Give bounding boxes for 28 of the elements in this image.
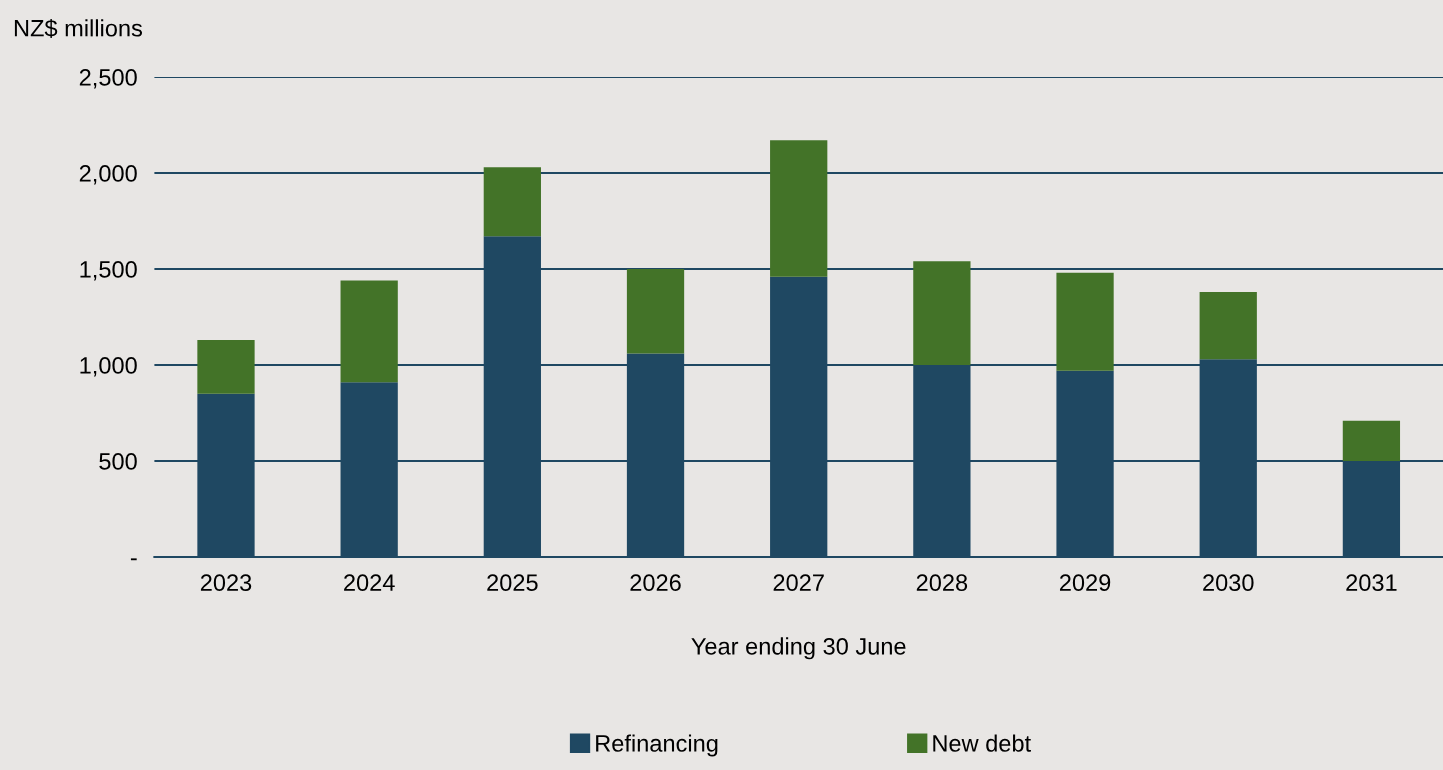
x-tick-label: 2024: [344, 574, 395, 592]
x-tick-label: 2030: [1203, 574, 1254, 592]
x-axis-title: Year ending 30 June: [691, 637, 906, 660]
x-tick-label: 2029: [1059, 574, 1111, 592]
bar: [483, 167, 541, 237]
x-tick-label: 2027: [773, 574, 824, 592]
bar: [1056, 272, 1114, 371]
y-tick-label: 1,500: [80, 261, 137, 281]
y-tick-label: 500: [99, 453, 137, 470]
legend-label: New debt: [933, 734, 1031, 752]
bar: [197, 340, 255, 394]
bar: [626, 269, 685, 354]
y-axis-title: NZ$ millions: [14, 18, 143, 38]
bar: [770, 140, 828, 277]
x-tick-label: 2028: [916, 574, 968, 592]
legend-label: Refinancing: [596, 734, 718, 757]
x-tick-label: 2025: [487, 574, 538, 592]
bar: [913, 261, 971, 366]
x-tick-label: 2026: [630, 574, 681, 592]
y-tick-label: 2,500: [79, 69, 137, 89]
bar: [1199, 292, 1257, 360]
x-tick-label: 2023: [200, 574, 252, 592]
y-tick-label: 1,000: [80, 357, 137, 377]
bar: [340, 280, 398, 383]
x-tick-label: 2031: [1346, 574, 1397, 592]
y-tick-label: 2,000: [79, 165, 137, 185]
y-tick-label: -: [130, 558, 137, 561]
bar: [1342, 420, 1401, 462]
